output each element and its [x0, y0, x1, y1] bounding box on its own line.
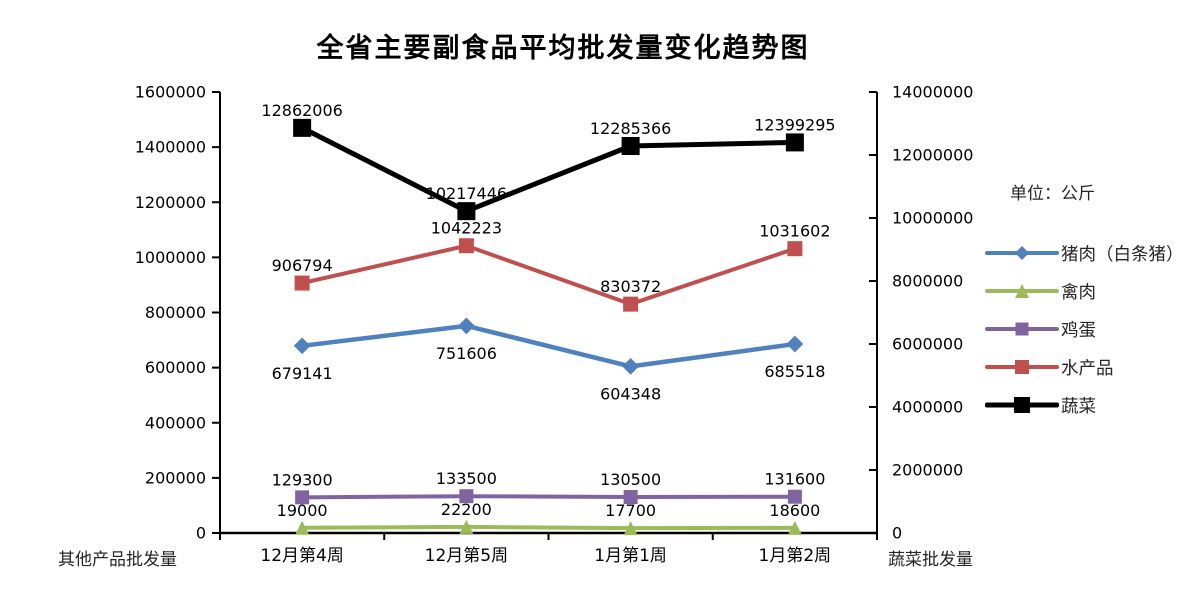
data-point-marker: [457, 202, 476, 221]
data-point-marker: [786, 335, 804, 353]
legend-swatch-icon: [985, 279, 1059, 303]
data-point-label: 679141: [272, 364, 333, 383]
legend-item-aquatic: 水产品: [985, 355, 1184, 379]
legend-item-label: 禽肉: [1061, 282, 1096, 303]
data-point-marker: [293, 337, 311, 355]
data-point-label: 12399295: [754, 115, 835, 134]
data-point-label: 133500: [436, 469, 497, 488]
data-point-marker: [295, 490, 310, 505]
x-axis-category-label: 12月第4周: [260, 546, 343, 566]
x-axis-category-label: 1月第2周: [759, 546, 832, 566]
legend-item-label: 猪肉（白条猪）: [1061, 244, 1184, 265]
legend-swatch-icon: [985, 355, 1059, 379]
data-point-label: 751606: [436, 344, 497, 363]
data-point-marker: [787, 241, 803, 257]
data-point-label: 19000: [277, 501, 328, 520]
data-point-marker: [295, 520, 310, 535]
legend-swatch-icon: [985, 317, 1059, 341]
right-axis-tick-label: 0: [892, 524, 902, 543]
data-point-marker: [622, 358, 639, 375]
legend-item-poultry: 禽肉: [985, 279, 1184, 303]
data-point-label: 12285366: [590, 119, 671, 138]
data-point-label: 1042223: [431, 219, 502, 238]
legend-item-label: 水产品: [1061, 358, 1114, 379]
left-axis-tick-label: 1000000: [135, 248, 206, 267]
data-point-label: 130500: [600, 470, 661, 489]
data-point-label: 12862006: [261, 101, 342, 120]
series-line: [299, 125, 798, 214]
left-axis-tick-label: 600000: [145, 358, 206, 377]
data-point-label: 129300: [272, 470, 333, 489]
data-point-marker: [293, 118, 312, 137]
data-point-marker: [787, 520, 802, 535]
left-axis-tick-label: 400000: [145, 413, 206, 432]
data-point-label: 604348: [600, 384, 661, 403]
series-line: [299, 323, 798, 369]
series-line: [300, 494, 797, 500]
legend-item-label: 鸡蛋: [1061, 320, 1096, 341]
right-axis-tick-label: 8000000: [892, 272, 963, 291]
right-axis-tick-label: 10000000: [892, 209, 973, 228]
data-point-label: 830372: [600, 277, 661, 296]
data-point-marker: [459, 519, 474, 534]
data-point-label: 22200: [441, 500, 492, 519]
data-point-marker: [294, 275, 310, 291]
right-axis-tick-label: 12000000: [892, 146, 973, 165]
chart-title: 全省主要副食品平均批发量变化趋势图: [316, 33, 810, 64]
data-point-marker: [623, 521, 638, 536]
x-axis-category-label: 1月第1周: [594, 546, 667, 566]
left-axis-tick-label: 1200000: [135, 193, 206, 212]
legend-unit-label: 单位：公斤: [1010, 184, 1095, 204]
left-axis-tick-label: 200000: [145, 468, 206, 487]
series-line: [300, 243, 797, 307]
legend-swatch-icon: [985, 393, 1059, 417]
legend-item-label: 蔬菜: [1061, 396, 1096, 417]
left-axis-title: 其他产品批发量: [58, 550, 177, 570]
x-axis-category-label: 12月第5周: [425, 546, 508, 566]
data-point-label: 685518: [764, 362, 825, 381]
legend-item-eggs: 鸡蛋: [985, 317, 1184, 341]
legend-item-pork: 猪肉（白条猪）: [985, 241, 1184, 265]
data-point-label: 18600: [769, 501, 820, 520]
right-axis-tick-label: 4000000: [892, 398, 963, 417]
data-point-label: 131600: [764, 470, 825, 489]
data-point-marker: [458, 317, 475, 335]
left-axis-tick-label: 800000: [145, 303, 206, 322]
data-point-label: 17700: [605, 501, 656, 520]
data-point-marker: [623, 490, 638, 505]
right-axis-tick-label: 2000000: [892, 461, 963, 480]
data-point-label: 1031602: [759, 222, 830, 241]
data-point-marker: [787, 489, 802, 504]
left-axis-tick-label: 1400000: [135, 138, 206, 157]
data-point-marker: [623, 296, 639, 312]
legend: 单位：公斤 猪肉（白条猪） 禽肉 鸡蛋 水产品 蔬菜: [985, 179, 1184, 431]
right-axis-title: 蔬菜批发量: [888, 550, 973, 570]
data-point-label: 10217446: [426, 184, 507, 203]
data-point-label: 906794: [272, 256, 333, 275]
left-axis-tick-label: 1600000: [135, 83, 206, 102]
series-line: [300, 524, 797, 531]
data-point-marker: [459, 489, 474, 504]
right-axis-tick-label: 6000000: [892, 335, 963, 354]
data-point-marker: [458, 238, 474, 254]
legend-item-vegetables: 蔬菜: [985, 393, 1184, 417]
data-point-marker: [785, 133, 804, 152]
right-axis-tick-label: 14000000: [892, 83, 973, 102]
left-axis-tick-label: 0: [196, 524, 206, 543]
data-point-marker: [621, 137, 640, 156]
legend-swatch-icon: [985, 241, 1059, 265]
